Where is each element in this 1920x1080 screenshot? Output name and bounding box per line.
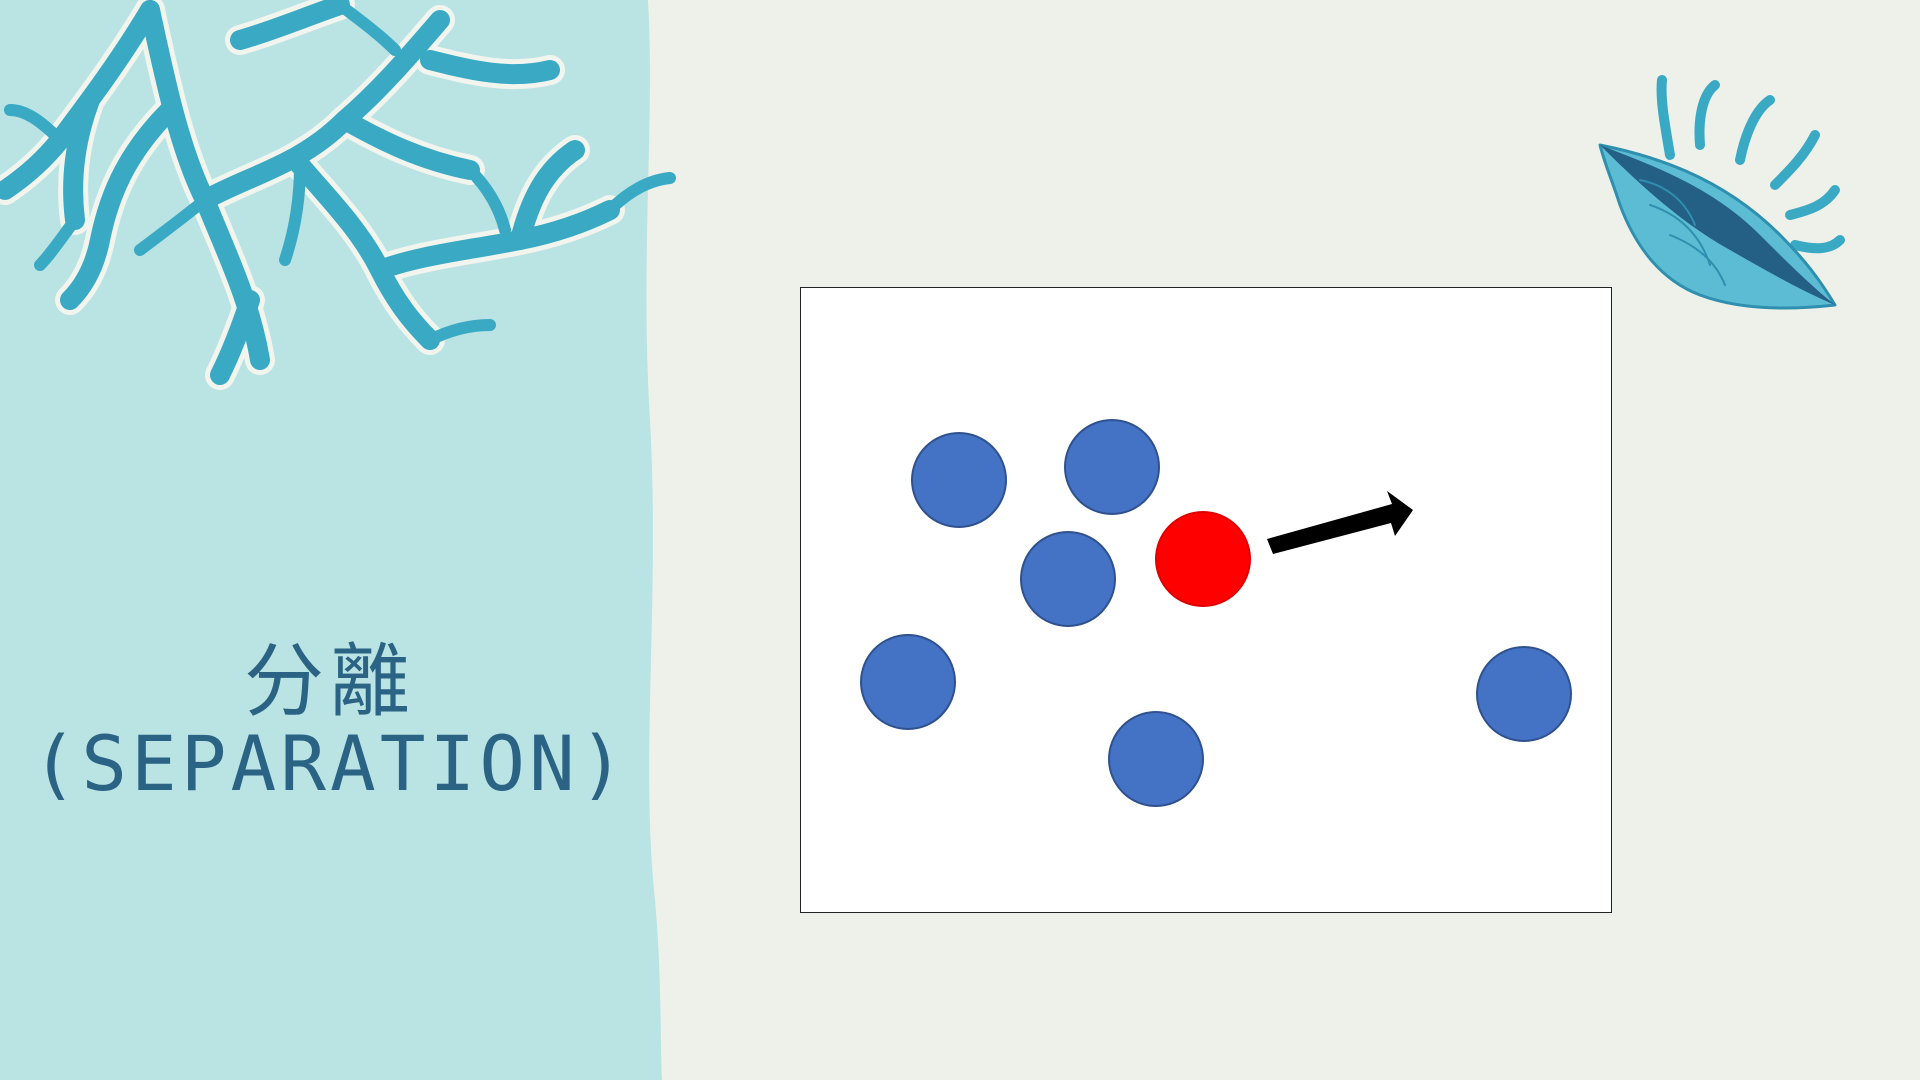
focus-boid <box>1155 511 1251 607</box>
title-english: (SEPARATION) <box>31 719 629 808</box>
left-panel-shape <box>0 0 662 1080</box>
separation-diagram <box>800 287 1612 913</box>
movement-arrow <box>1267 491 1413 554</box>
neighbor-boid <box>911 432 1007 528</box>
title-chinese: 分離 <box>244 635 416 728</box>
neighbor-boid <box>860 634 956 730</box>
coral-icon <box>0 0 676 390</box>
neighbor-boid <box>1064 419 1160 515</box>
slide-title: 分離 (SEPARATION) <box>20 640 640 804</box>
neighbor-boid <box>1476 646 1572 742</box>
neighbor-boid <box>1020 531 1116 627</box>
diagram-canvas <box>860 419 1572 807</box>
seashell-icon <box>1598 75 1845 310</box>
neighbor-boid <box>1108 711 1204 807</box>
left-panel <box>0 0 662 1080</box>
